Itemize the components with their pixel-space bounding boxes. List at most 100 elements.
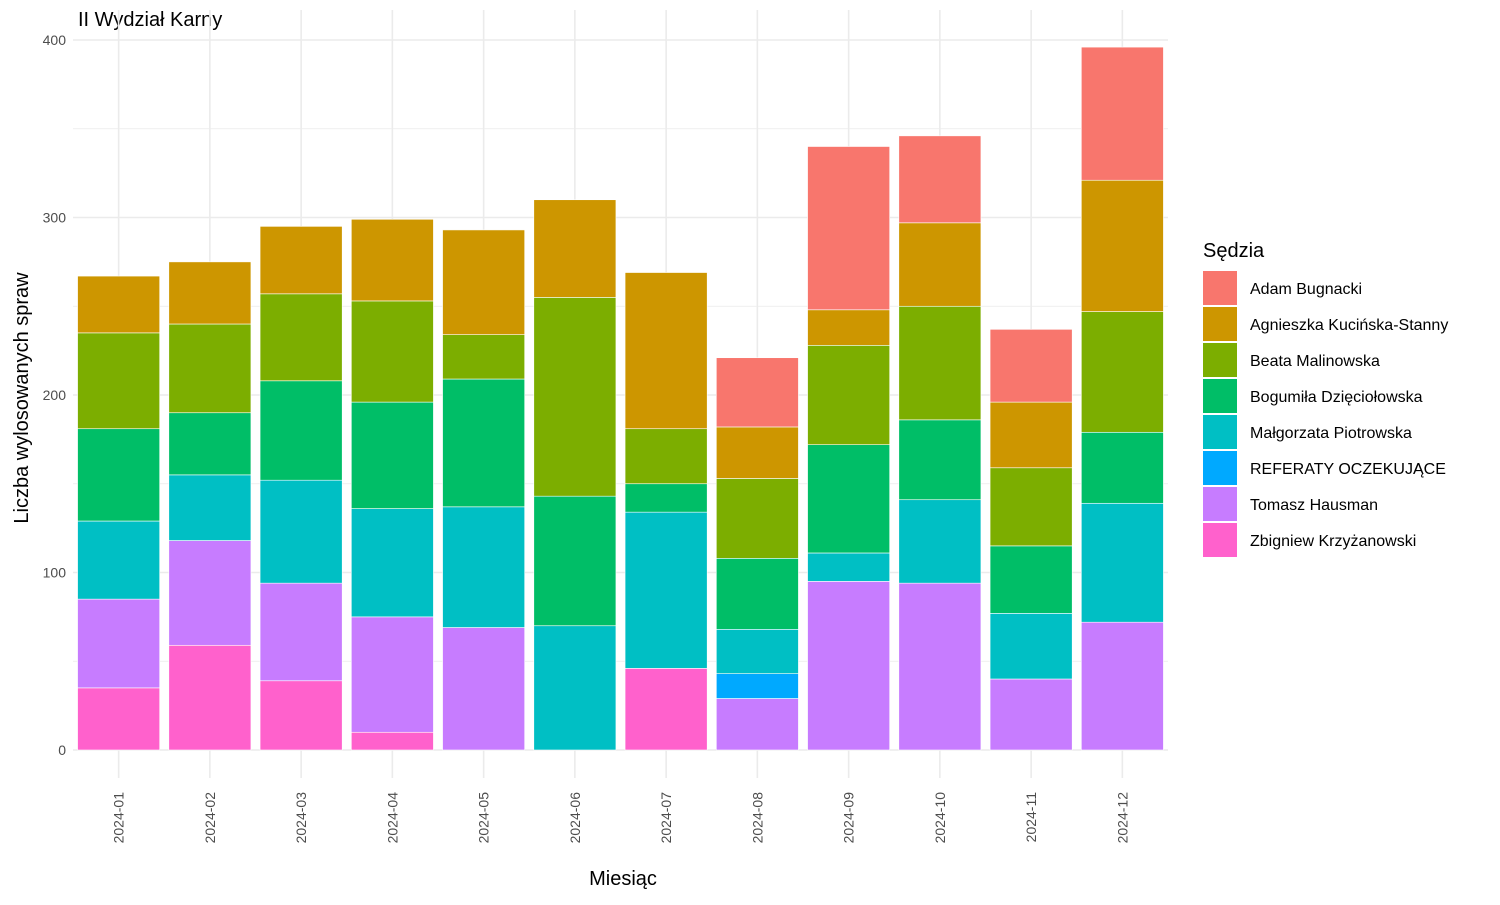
legend-label: Tomasz Hausman	[1250, 497, 1378, 514]
bar-segment	[989, 678, 1073, 751]
legend-label: Małgorzata Piotrowska	[1250, 425, 1412, 442]
bar-segment	[168, 474, 252, 541]
y-tick-label: 300	[43, 210, 67, 226]
bar-segment	[259, 582, 343, 682]
legend-label: Beata Malinowska	[1250, 353, 1380, 370]
bar-segment	[168, 261, 252, 325]
bar-segment	[442, 334, 525, 380]
y-tick-label: 400	[43, 32, 67, 48]
bar-segment	[351, 508, 434, 618]
bar-segment	[351, 401, 434, 509]
x-tick-label: 2024-07	[658, 792, 674, 844]
legend-title: Sędzia	[1203, 240, 1265, 262]
bar-segment	[168, 540, 252, 646]
bar-segment	[807, 344, 890, 445]
bar-segment	[1081, 46, 1164, 181]
bar-segment	[898, 419, 982, 501]
bar-segment	[1081, 502, 1164, 623]
bar-segment	[624, 272, 708, 430]
x-tick-label: 2024-08	[749, 792, 765, 844]
bar-segment	[442, 627, 525, 751]
bar-segment	[624, 668, 708, 751]
bar-segment	[716, 478, 799, 559]
x-axis-ticks: 2024-01 2024-02 2024-03 2024-04 2024-05 2024-…	[111, 792, 1131, 844]
bar-segment	[259, 479, 343, 584]
bar-segment	[1081, 621, 1164, 751]
bar-segment	[77, 520, 160, 600]
bar-segment	[533, 199, 617, 298]
bar-segment	[259, 380, 343, 481]
x-tick-label: 2024-09	[841, 792, 857, 844]
bar-segment	[259, 226, 343, 295]
bar-segment	[716, 673, 799, 699]
bar-segment	[442, 229, 525, 335]
legend-swatch	[1203, 451, 1237, 485]
bar-segment	[168, 412, 252, 476]
x-tick-label: 2024-01	[111, 792, 127, 844]
legend-label: REFERATY OCZEKUJĄCE	[1250, 461, 1446, 478]
bar-segment	[898, 582, 982, 751]
bar-segment	[989, 467, 1073, 547]
bar-segment	[168, 644, 252, 751]
y-tick-label: 0	[58, 742, 66, 758]
legend-swatch	[1203, 307, 1237, 341]
x-tick-label: 2024-03	[293, 792, 309, 844]
legend-swatch	[1203, 415, 1237, 449]
bar-segment	[442, 506, 525, 628]
bar-segment	[989, 613, 1073, 680]
bar-segment	[989, 329, 1073, 403]
bar-segment	[77, 275, 160, 334]
bar-segment	[533, 495, 617, 627]
bar-segment	[77, 332, 160, 430]
chart-title: II Wydział Karny	[78, 9, 222, 31]
bar-segment	[807, 552, 890, 582]
legend-label: Agnieszka Kucińska-Stanny	[1250, 317, 1448, 334]
bar-segment	[898, 222, 982, 307]
x-tick-label: 2024-12	[1114, 792, 1130, 844]
bar-segment	[716, 426, 799, 479]
y-axis-title: Liczba wylosowanych spraw	[11, 272, 33, 524]
legend-label: Bogumiła Dzięciołowska	[1250, 389, 1423, 406]
bar-segment	[351, 731, 434, 751]
bar-segment	[989, 545, 1073, 614]
bar-segment	[624, 511, 708, 669]
bar-segment	[807, 581, 890, 751]
bar-segment	[624, 428, 708, 485]
x-axis-title: Miesiąc	[589, 868, 657, 890]
bar-segment	[1081, 431, 1164, 504]
x-tick-label: 2024-06	[567, 792, 583, 844]
x-tick-label: 2024-05	[476, 792, 492, 844]
bar-segment	[716, 698, 799, 751]
y-tick-label: 100	[43, 565, 67, 581]
legend-label: Zbigniew Krzyżanowski	[1250, 533, 1416, 550]
bar-segment	[807, 444, 890, 554]
bar-segment	[716, 357, 799, 428]
bar-segment	[533, 297, 617, 497]
legend-swatch	[1203, 523, 1237, 557]
bar-segment	[716, 557, 799, 630]
bar-segment	[77, 687, 160, 751]
x-tick-label: 2024-10	[932, 792, 948, 844]
bars	[77, 46, 1164, 751]
y-tick-label: 200	[43, 387, 67, 403]
bar-segment	[898, 135, 982, 224]
legend-swatch	[1203, 379, 1237, 413]
bar-segment	[351, 300, 434, 403]
bar-segment	[989, 401, 1073, 469]
bar-segment	[807, 309, 890, 346]
bar-segment	[1081, 311, 1164, 433]
bar-segment	[533, 625, 617, 751]
bar-segment	[77, 428, 160, 522]
bar-segment	[1081, 179, 1164, 312]
legend-swatch	[1203, 487, 1237, 521]
bar-segment	[77, 598, 160, 689]
bar-segment	[716, 628, 799, 674]
legend-swatch	[1203, 271, 1237, 305]
bar-segment	[807, 146, 890, 311]
x-tick-label: 2024-04	[384, 792, 400, 844]
bar-segment	[168, 323, 252, 414]
legend-label: Adam Bugnacki	[1250, 281, 1362, 298]
bar-segment	[351, 218, 434, 302]
